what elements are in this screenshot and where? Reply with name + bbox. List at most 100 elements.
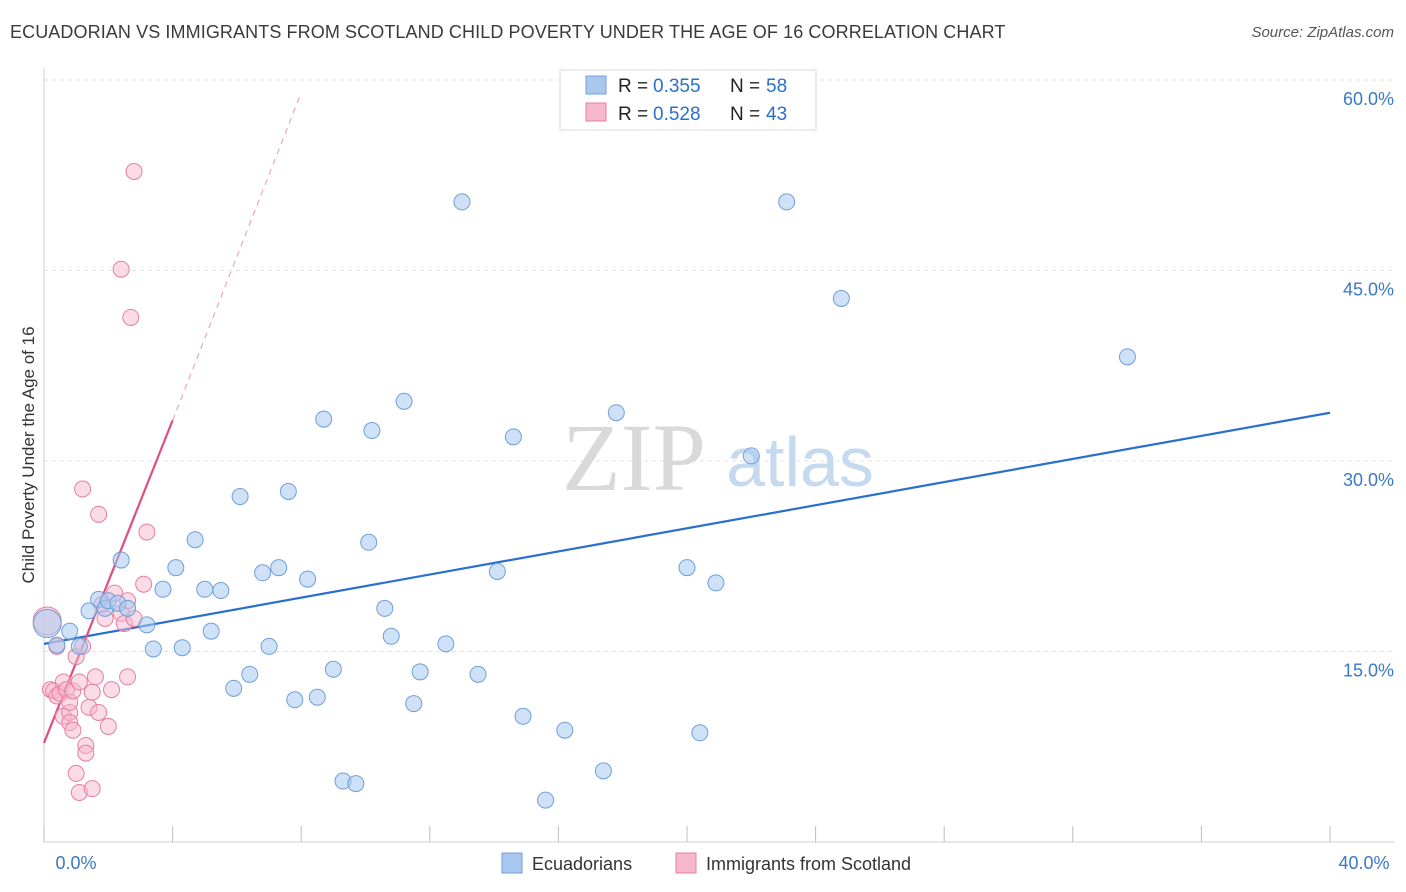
ecuadorians-point xyxy=(138,616,156,634)
ecuadorians-point xyxy=(504,428,522,446)
scotland-point xyxy=(70,673,88,691)
ecuadorians-point xyxy=(241,665,259,683)
legend-n-label-1: N = xyxy=(730,76,760,97)
legend-r-label-1: R = xyxy=(618,76,648,97)
scotland-point xyxy=(135,575,153,593)
ecuadorians-point xyxy=(32,609,62,639)
ecuadorians-point xyxy=(678,559,696,577)
y-tick-label: 45.0% xyxy=(1343,280,1394,300)
legend-n-value-1: 58 xyxy=(766,76,787,97)
ecuadorians-point xyxy=(1118,348,1136,366)
ecuadorians-point xyxy=(196,580,214,598)
ecuadorians-point xyxy=(556,721,574,739)
ecuadorians-point xyxy=(154,580,172,598)
scotland-point xyxy=(64,721,82,739)
x-ticks xyxy=(43,826,1331,842)
legend-r-label-2: R = xyxy=(618,104,648,125)
watermark: ZIP atlas xyxy=(562,404,874,511)
ecuadorians-point xyxy=(691,724,709,742)
data-points xyxy=(32,162,1136,809)
scotland-point xyxy=(122,308,140,326)
legend-swatch-scotland xyxy=(585,102,607,122)
scotland-point xyxy=(138,523,156,541)
scotland-point xyxy=(90,703,108,721)
y-tick-label: 15.0% xyxy=(1343,661,1394,681)
chart-title: ECUADORIAN VS IMMIGRANTS FROM SCOTLAND C… xyxy=(10,22,1006,42)
scotland-point xyxy=(125,162,143,180)
ecuadorians-point xyxy=(453,193,471,211)
ecuadorians-point xyxy=(48,636,66,654)
ecuadorians-point xyxy=(119,599,137,617)
ecuadorians-point xyxy=(260,637,278,655)
ecuadorians-point xyxy=(173,639,191,657)
series-legend-label-ecuadorians: Ecuadorians xyxy=(532,854,632,874)
legend-n-value-2: 43 xyxy=(766,104,787,125)
scotland-point xyxy=(83,780,101,798)
ecuadorians-point xyxy=(167,559,185,577)
series-legend-swatch-ecuadorians xyxy=(501,852,523,874)
ecuadorians-point xyxy=(395,392,413,410)
ecuadorians-point xyxy=(299,570,317,588)
scotland-point xyxy=(74,480,92,498)
trend-line-ecuadorians xyxy=(43,411,1331,645)
ecuadorians-point xyxy=(231,488,249,506)
ecuadorians-point xyxy=(225,679,243,697)
source-label: Source: ZipAtlas.com xyxy=(1251,24,1394,41)
y-axis-label: Child Poverty Under the Age of 16 xyxy=(19,326,38,583)
legend-r-value-2: 0.528 xyxy=(653,104,701,125)
ecuadorians-point xyxy=(202,622,220,640)
ecuadorians-point xyxy=(144,640,162,658)
scotland-point xyxy=(90,505,108,523)
ecuadorians-point xyxy=(376,599,394,617)
y-tick-label: 30.0% xyxy=(1343,470,1394,490)
ecuadorians-point xyxy=(363,422,381,440)
ecuadorians-point xyxy=(61,622,79,640)
axes xyxy=(43,68,1394,843)
ecuadorians-point xyxy=(286,691,304,709)
scotland-point xyxy=(103,681,121,699)
ecuadorians-point xyxy=(360,533,378,551)
ecuadorians-point xyxy=(778,193,796,211)
ecuadorians-point xyxy=(594,762,612,780)
ecuadorians-point xyxy=(112,551,130,569)
series-legend: Ecuadorians Immigrants from Scotland xyxy=(501,852,911,874)
legend-r-value-1: 0.355 xyxy=(653,76,701,97)
trend-line-extension-scotland xyxy=(172,92,302,421)
series-legend-label-scotland: Immigrants from Scotland xyxy=(706,854,911,874)
stats-legend: R = 0.355 N = 58 R = 0.528 N = 43 xyxy=(559,69,817,131)
ecuadorians-point xyxy=(832,289,850,307)
ecuadorians-point xyxy=(315,410,333,428)
x-tick-label-min: 0.0% xyxy=(55,853,96,873)
ecuadorians-point xyxy=(742,447,760,465)
ecuadorians-point xyxy=(488,562,506,580)
ecuadorians-point xyxy=(254,564,272,582)
ecuadorians-point xyxy=(707,574,725,592)
scotland-point xyxy=(77,744,95,762)
series-legend-swatch-scotland xyxy=(675,852,697,874)
legend-n-label-2: N = xyxy=(730,104,760,125)
ecuadorians-point xyxy=(405,695,423,713)
scotland-point xyxy=(67,764,85,782)
ecuadorians-point xyxy=(270,559,288,577)
ecuadorians-point xyxy=(411,663,429,681)
ecuadorians-point xyxy=(382,627,400,645)
x-tick-label-max: 40.0% xyxy=(1338,853,1389,873)
ecuadorians-point xyxy=(514,707,532,725)
ecuadorians-point xyxy=(279,482,297,500)
ecuadorians-point xyxy=(469,665,487,683)
ecuadorians-point xyxy=(324,660,342,678)
y-tick-labels: 15.0% 30.0% 45.0% 60.0% xyxy=(1343,89,1394,681)
ecuadorians-point xyxy=(537,791,555,809)
y-tick-label: 60.0% xyxy=(1343,89,1394,109)
ecuadorians-point xyxy=(437,635,455,653)
watermark-zip: ZIP xyxy=(562,404,706,511)
ecuadorians-point xyxy=(70,637,88,655)
scotland-point xyxy=(83,683,101,701)
legend-swatch-ecuadorians xyxy=(585,75,607,95)
ecuadorians-point xyxy=(347,775,365,793)
scotland-point xyxy=(99,717,117,735)
scotland-point xyxy=(86,668,104,686)
scotland-point xyxy=(112,260,130,278)
ecuadorians-point xyxy=(607,404,625,422)
